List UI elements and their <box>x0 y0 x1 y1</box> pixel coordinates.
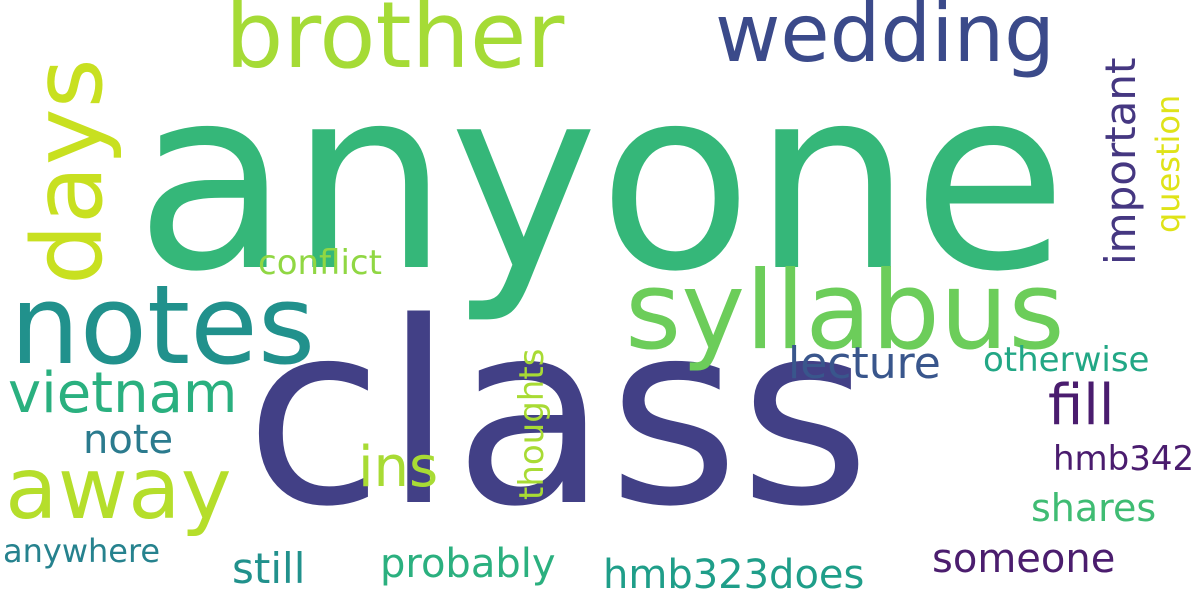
word-notes: notes <box>10 261 316 389</box>
word-vietnam: vietnam <box>8 361 238 426</box>
word-important: important <box>1096 57 1145 266</box>
word-note: note <box>83 417 174 463</box>
word-syllabus: syllabus <box>625 249 1065 374</box>
word-hmb323does: hmb323does <box>603 552 865 598</box>
word-still: still <box>232 544 306 593</box>
word-hmb342: hmb342 <box>1053 439 1195 479</box>
word-lecture: lecture <box>788 338 941 389</box>
word-conflict: conflict <box>258 243 382 283</box>
word-away: away <box>5 439 232 539</box>
word-fill: fill <box>1048 373 1115 438</box>
word-probably: probably <box>380 541 556 587</box>
word-question: question <box>1149 94 1187 233</box>
word-wedding: wedding <box>715 0 1055 80</box>
word-ins: ins <box>358 435 439 500</box>
word-anyone: anyone <box>135 34 1068 327</box>
word-someone: someone <box>932 536 1116 582</box>
word-shares: shares <box>1031 486 1157 530</box>
word-otherwise: otherwise <box>983 340 1150 380</box>
word-thoughts: thoughts <box>512 348 552 500</box>
word-class: class <box>245 269 871 562</box>
word-anywhere: anywhere <box>3 532 161 570</box>
word-days: days <box>12 58 124 285</box>
word-brother: brother <box>225 0 565 89</box>
